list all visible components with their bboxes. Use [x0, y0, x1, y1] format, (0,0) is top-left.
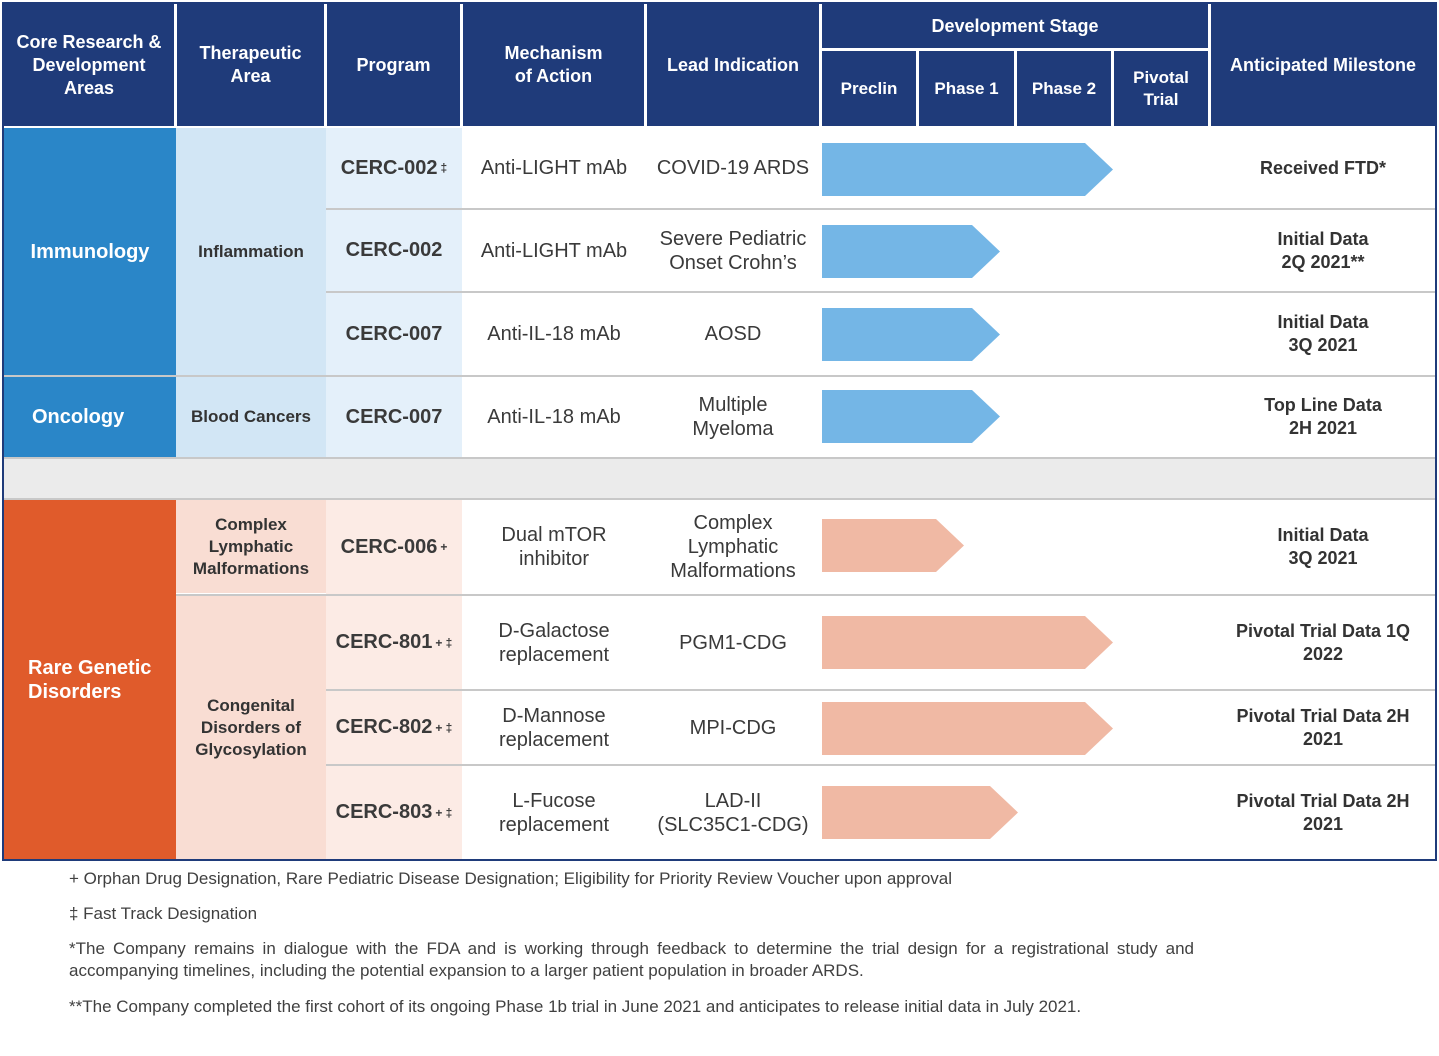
area-rare-genetic-disorders: Rare Genetic Disorders [4, 500, 176, 859]
program-name: CERC-002 ‡ [340, 156, 448, 179]
mechanism-of-action: D-Galactose replacement [498, 619, 610, 666]
row-divider [4, 375, 1435, 377]
mechanism-of-action: Anti-LIGHT mAb [480, 239, 628, 262]
row-divider [326, 689, 1435, 691]
subarea-cdg: Congenital Disorders of Glycosylation [176, 596, 326, 859]
anticipated-milestone: Initial Data 3Q 2021 [1277, 312, 1369, 355]
program-name: CERC-801 + ‡ [335, 631, 453, 653]
designation-mark: ‡ [440, 161, 448, 175]
stage-progress-arrow [822, 702, 1113, 755]
mechanism-of-action: Anti-IL-18 mAb [487, 323, 621, 345]
subarea-blood-cancers: Blood Cancers [176, 377, 326, 457]
section-spacer [4, 459, 1435, 498]
anticipated-milestone: Pivotal Trial Data 1Q 2022 [1235, 620, 1411, 664]
stage-progress-arrow [822, 308, 1000, 361]
lead-indication: Complex Lymphatic Malformations [670, 512, 796, 582]
header-stage-phase1: Phase 1 [919, 51, 1014, 126]
row-divider [176, 594, 1435, 596]
area-oncology: Oncology [4, 377, 176, 457]
lead-indication: COVID-19 ARDS [656, 157, 810, 179]
anticipated-milestone: Received FTD* [1259, 157, 1387, 178]
lead-indication: MPI-CDG [689, 716, 777, 739]
program-name: CERC-007 [345, 322, 443, 345]
anticipated-milestone: Pivotal Trial Data 2H 2021 [1236, 790, 1410, 834]
stage-progress-arrow [822, 616, 1113, 669]
row-divider [4, 457, 1435, 459]
subarea-inflammation: Inflammation [176, 128, 326, 375]
header-stage-phase2: Phase 2 [1017, 51, 1111, 126]
subarea-complex-lymphatic: Complex Lymphatic Malformations [176, 500, 326, 593]
designation-mark: + ‡ [435, 805, 453, 820]
footnote-phase1b-cohort: **The Company completed the first cohort… [69, 997, 1082, 1016]
mechanism-of-action: D-Mannose replacement [498, 704, 610, 751]
program-name: CERC-007 [345, 405, 443, 428]
header-therapeutic-area: Therapeutic Area [177, 4, 324, 126]
program-name: CERC-803 + ‡ [335, 801, 453, 823]
stage-progress-arrow [822, 143, 1113, 196]
header-program: Program [327, 4, 460, 126]
designation-mark: + [440, 540, 448, 554]
lead-indication: Multiple Myeloma [692, 394, 774, 440]
anticipated-milestone: Initial Data 3Q 2021 [1277, 525, 1369, 568]
mechanism-of-action: Anti-LIGHT mAb [480, 157, 628, 179]
mechanism-of-action: L-Fucose replacement [498, 789, 610, 836]
stage-progress-arrow [822, 786, 1018, 839]
row-divider [326, 764, 1435, 766]
mechanism-of-action: Dual mTOR inhibitor [501, 524, 607, 570]
lead-indication: LAD-II (SLC35C1-CDG) [657, 789, 809, 836]
anticipated-milestone: Initial Data 2Q 2021** [1277, 228, 1369, 272]
program-column-salmon [326, 500, 462, 859]
anticipated-milestone: Top Line Data 2H 2021 [1264, 395, 1382, 438]
header-stage-preclin: Preclin [822, 51, 916, 126]
row-divider [326, 208, 1435, 210]
footnote-orphan-designation: + Orphan Drug Designation, Rare Pediatri… [69, 869, 953, 888]
lead-indication: Severe Pediatric Onset Crohn’s [659, 227, 807, 274]
header-development-stage: Development Stage [822, 4, 1208, 48]
mechanism-of-action: Anti-IL-18 mAb [487, 406, 621, 428]
header-milestone: Anticipated Milestone [1211, 4, 1435, 126]
header-mechanism: Mechanism of Action [463, 4, 644, 126]
lead-indication: AOSD [704, 323, 762, 345]
lead-indication: PGM1-CDG [679, 631, 787, 654]
header-stage-pivotal: Pivotal Trial [1114, 51, 1208, 126]
anticipated-milestone: Pivotal Trial Data 2H 2021 [1236, 705, 1410, 749]
header-lead-indication: Lead Indication [647, 4, 819, 126]
footnote-fast-track: ‡ Fast Track Designation [69, 904, 258, 923]
program-name: CERC-006 + [340, 535, 448, 558]
row-divider [4, 498, 1435, 500]
stage-progress-arrow [822, 225, 1000, 278]
area-immunology: Immunology [4, 128, 176, 375]
footnote-fda-dialogue: *The Company remains in dialogue with th… [69, 939, 1194, 980]
stage-progress-arrow [822, 390, 1000, 443]
header-core-areas: Core Research & Development Areas [4, 4, 174, 126]
designation-mark: + ‡ [435, 635, 453, 650]
program-name: CERC-802 + ‡ [335, 716, 453, 738]
program-name: CERC-002 [345, 239, 443, 261]
row-divider [326, 291, 1435, 293]
stage-progress-arrow [822, 519, 964, 572]
designation-mark: + ‡ [435, 720, 453, 735]
